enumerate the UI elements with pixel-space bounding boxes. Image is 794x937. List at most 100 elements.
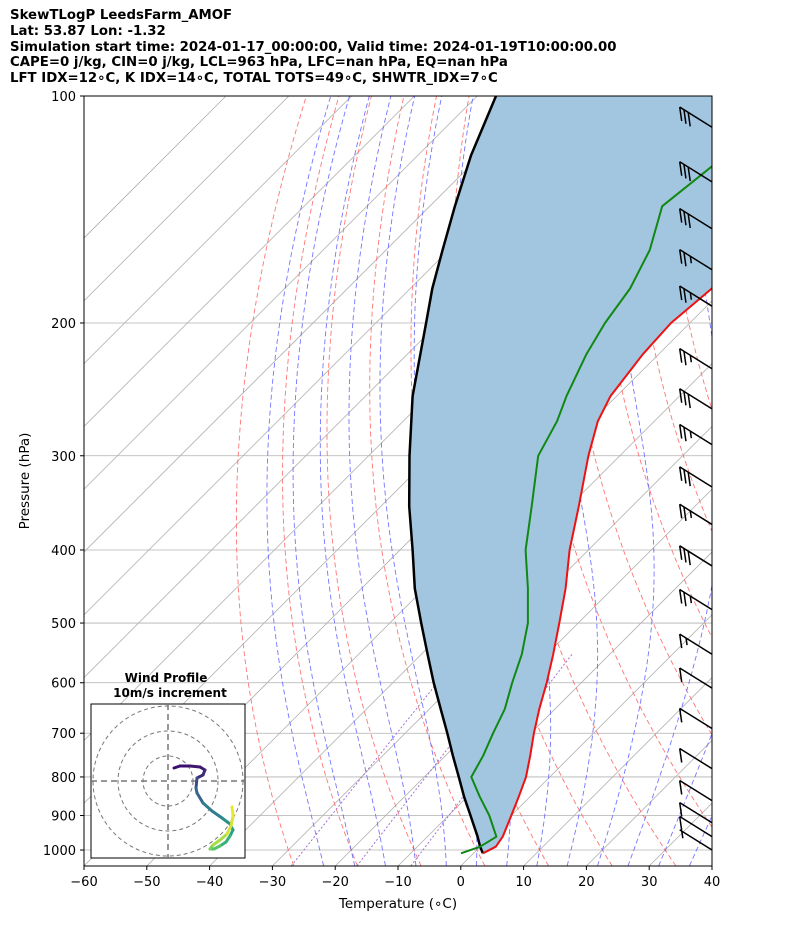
wind-barb-flag — [683, 427, 687, 442]
isotherm-line — [84, 96, 227, 239]
y-tick-label: 600 — [51, 677, 76, 692]
parcel-profile-line — [407, 96, 498, 854]
dry-adiabat — [282, 96, 358, 866]
isotherm-line — [84, 96, 541, 553]
inset-titles: Wind Profile 10m/s increment — [113, 671, 227, 700]
cin-shading — [409, 96, 712, 854]
wind-barb-half-flag — [689, 431, 693, 439]
isotherm-line — [84, 96, 290, 302]
wind-barb-flag — [678, 285, 683, 301]
wind-barb-flag — [683, 288, 687, 303]
hodograph-segment — [188, 764, 202, 769]
header-times: Simulation start time: 2024-01-17_00:00:… — [10, 39, 617, 55]
y-tick-label: 400 — [51, 544, 76, 559]
wind-barb-half-flag — [689, 596, 693, 604]
wind-barb — [678, 779, 713, 802]
wind-barb-flag — [678, 504, 683, 519]
wind-barb-staff — [679, 285, 713, 307]
isotherm-line — [209, 363, 712, 866]
hodograph-segment — [218, 832, 229, 842]
wind-barb — [678, 545, 713, 567]
wind-barb — [678, 707, 713, 730]
moist-adiabat — [319, 96, 386, 866]
dry-adiabat — [663, 96, 712, 411]
wind-barb-flag — [683, 252, 687, 267]
hodograph-segment — [229, 814, 235, 828]
wind-barb — [678, 248, 713, 271]
x-tick-label: 20 — [578, 875, 595, 890]
hodograph-segment — [220, 816, 232, 826]
wind-barb — [678, 285, 713, 307]
inset-title-2: 10m/s increment — [113, 686, 227, 700]
hodograph-segment — [201, 801, 214, 813]
axes: −60 −50 −40 −30 −20 −10 0 10 20 30 40 100 200 300 400 5… — [43, 90, 720, 890]
y-tick-label: 500 — [51, 617, 76, 632]
wind-barb-staff — [679, 106, 713, 128]
hodograph-segment — [210, 809, 224, 820]
isotherm-line — [84, 96, 352, 365]
wind-barb-flag — [683, 592, 687, 607]
hodograph-segment — [230, 805, 235, 818]
dry-adiabat — [762, 96, 794, 866]
wind-barb-staff — [679, 829, 713, 851]
x-tick-label: −20 — [321, 875, 348, 890]
wind-barb — [678, 347, 713, 370]
wind-barb-staff — [679, 545, 713, 567]
moist-adiabat — [597, 96, 655, 866]
wind-barb-half-flag — [689, 256, 693, 264]
wind-barb-half-flag — [681, 831, 684, 839]
wind-barb — [678, 106, 713, 128]
wind-barb-flag — [678, 545, 683, 560]
wind-barb-staff — [679, 466, 713, 488]
wind-barb-staff — [679, 801, 713, 824]
wind-barb-flag — [678, 161, 683, 176]
x-tick-label: 30 — [641, 875, 658, 890]
wind-barb-flag — [687, 472, 691, 487]
wind-barb — [678, 423, 713, 446]
wind-barb-flag — [687, 213, 691, 229]
wind-barb — [678, 588, 713, 611]
moist-adiabat — [348, 96, 417, 866]
isotherm-line — [272, 425, 712, 866]
wind-barb-staff — [679, 347, 713, 370]
wind-barb-flag — [678, 466, 683, 481]
wind-barb-flag — [678, 106, 683, 122]
moist-adiabat — [379, 96, 447, 866]
wind-barb-staff — [679, 667, 713, 689]
x-tick-label: 40 — [704, 875, 721, 890]
cape-cin-shading — [409, 96, 712, 854]
y-tick-label: 100 — [51, 90, 76, 105]
wind-barb-flag — [678, 249, 683, 264]
y-axis-label: Pressure (hPa) — [17, 433, 33, 530]
header-location: Lat: 53.87 Lon: -1.32 — [10, 23, 166, 39]
wind-barb-staff — [679, 503, 713, 526]
x-tick-label: 10 — [515, 875, 532, 890]
wind-barb-flag — [683, 506, 687, 522]
header-title: SkewTLogP LeedsFarm_AMOF — [10, 8, 233, 23]
wind-barb-staff — [679, 161, 713, 183]
moist-adiabat — [720, 96, 794, 866]
wind-barb-flag — [687, 112, 691, 127]
hodograph-segment — [195, 791, 205, 805]
wind-barb-flag — [678, 802, 683, 817]
wind-barb-flag — [687, 550, 691, 566]
hodograph-segment — [194, 776, 199, 790]
mixing-ratio-line — [290, 654, 461, 866]
wind-barb-flag — [683, 391, 687, 406]
wind-barb — [678, 815, 713, 838]
wind-barb-flag — [683, 211, 687, 226]
wind-barb-flag — [687, 393, 691, 409]
wind-barb-flag — [678, 388, 683, 403]
wind-barb-flag — [678, 208, 683, 223]
wind-barb-flag — [683, 164, 687, 179]
wind-barb-staff — [679, 588, 713, 611]
wind-barb-flag — [678, 667, 683, 683]
x-axis-label: Temperature (∘C) — [338, 896, 457, 912]
inset-title-1: Wind Profile — [125, 671, 208, 685]
wind-barb-staff — [679, 815, 713, 838]
wind-barb-half-flag — [689, 355, 693, 363]
header-indices-1: CAPE=0 j/kg, CIN=0 j/kg, LCL=963 hPa, LF… — [10, 55, 508, 71]
hodograph-ring — [117, 730, 219, 832]
wind-barb-flag — [678, 708, 683, 723]
isotherm-line — [84, 96, 478, 490]
